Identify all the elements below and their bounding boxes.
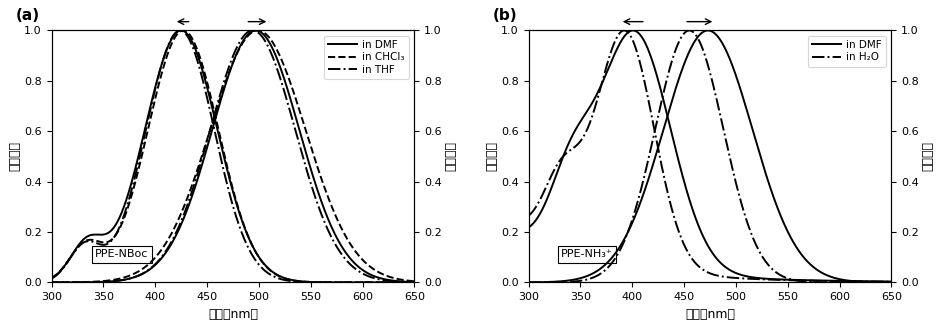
Y-axis label: 荧光发射: 荧光发射	[921, 141, 935, 171]
X-axis label: 波长（nm）: 波长（nm）	[208, 308, 258, 321]
Y-axis label: 紫外吸收: 紫外吸收	[8, 141, 22, 171]
Text: PPE-NBoc: PPE-NBoc	[95, 249, 148, 259]
X-axis label: 波长（nm）: 波长（nm）	[685, 308, 735, 321]
Legend: in DMF, in H₂O: in DMF, in H₂O	[808, 36, 886, 66]
Y-axis label: 紫外吸收: 紫外吸收	[486, 141, 499, 171]
Text: (a): (a)	[15, 9, 40, 23]
Y-axis label: 荧光发射: 荧光发射	[444, 141, 457, 171]
Legend: in DMF, in CHCl₃, in THF: in DMF, in CHCl₃, in THF	[324, 36, 409, 79]
Text: (b): (b)	[492, 9, 517, 23]
Text: PPE-NH₃⁺: PPE-NH₃⁺	[561, 249, 613, 259]
